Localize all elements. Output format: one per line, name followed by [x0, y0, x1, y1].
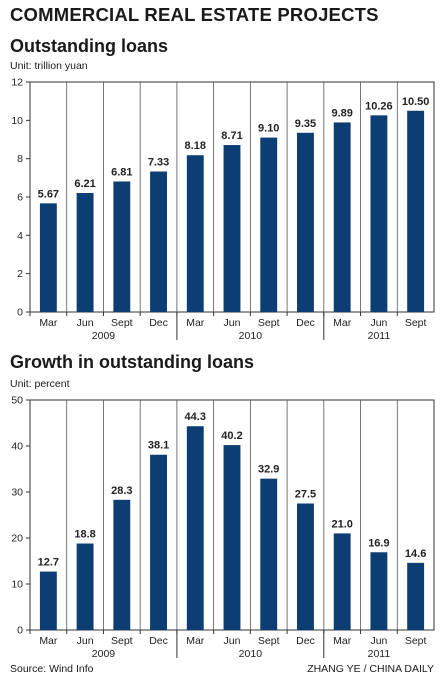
- bar: [76, 192, 94, 312]
- bar: [186, 426, 204, 630]
- y-tick-label: 0: [17, 307, 23, 319]
- x-tick-label: Sept: [111, 635, 133, 647]
- y-tick-label: 30: [11, 487, 23, 499]
- bar: [260, 478, 278, 630]
- source-note: Source: Wind Info: [10, 663, 94, 675]
- chart-1-unit: Unit: trillion yuan: [10, 60, 88, 72]
- x-tick-label: Jun: [370, 635, 387, 647]
- x-tick-label: Sept: [258, 317, 280, 329]
- data-label: 9.89: [331, 107, 352, 119]
- y-tick-label: 4: [17, 230, 23, 242]
- data-label: 6.21: [74, 178, 95, 190]
- page-title: COMMERCIAL REAL ESTATE PROJECTS: [10, 4, 379, 25]
- y-tick-label: 10: [11, 579, 23, 591]
- bar: [113, 499, 131, 630]
- y-tick-label: 12: [11, 77, 23, 89]
- y-tick-label: 2: [17, 268, 23, 280]
- x-tick-label: Jun: [77, 635, 94, 647]
- data-label: 18.8: [74, 529, 95, 541]
- data-label: 10.50: [402, 96, 430, 108]
- x-tick-label: Dec: [296, 317, 315, 329]
- chart-2-title: Growth in outstanding loans: [10, 352, 254, 372]
- x-tick-label: Sept: [405, 635, 427, 647]
- x-tick-label: Mar: [39, 635, 58, 647]
- bar: [370, 552, 388, 630]
- data-label: 8.71: [221, 130, 242, 142]
- data-label: 8.18: [185, 140, 206, 152]
- x-tick-label: Dec: [149, 635, 168, 647]
- bar: [186, 155, 204, 312]
- x-tick-label: Dec: [149, 317, 168, 329]
- bar: [113, 181, 131, 312]
- bar: [260, 137, 278, 312]
- x-tick-label: Sept: [111, 317, 133, 329]
- x-tick-label: Jun: [224, 317, 241, 329]
- data-label: 14.6: [405, 548, 426, 560]
- data-label: 27.5: [295, 489, 316, 501]
- bar: [297, 503, 314, 630]
- data-label: 21.0: [331, 518, 352, 530]
- data-label: 5.67: [38, 188, 59, 200]
- data-label: 28.3: [111, 485, 132, 497]
- bar: [223, 445, 241, 630]
- data-label: 40.2: [221, 430, 242, 442]
- bar: [370, 115, 388, 312]
- y-tick-label: 6: [17, 192, 23, 204]
- x-tick-label: Sept: [258, 635, 280, 647]
- x-tick-label: Mar: [333, 635, 352, 647]
- chart-2-unit: Unit: percent: [10, 378, 70, 390]
- bar: [297, 132, 314, 312]
- data-label: 9.35: [295, 118, 316, 130]
- loan-growth-chart: 0 10 20 30 40 50 12.7 Mar 18.8 Jun 28.3 Sept 38.1 Dec…: [11, 395, 435, 660]
- bar: [333, 533, 351, 630]
- x-tick-label: Mar: [39, 317, 58, 329]
- bar: [223, 145, 241, 312]
- data-label: 6.81: [111, 166, 132, 178]
- x-tick-label: Sept: [405, 317, 427, 329]
- x-tick-label: Dec: [296, 635, 315, 647]
- year-label: 2009: [92, 330, 116, 342]
- x-tick-label: Mar: [186, 317, 205, 329]
- bar: [407, 562, 425, 630]
- data-label: 32.9: [258, 464, 279, 476]
- y-tick-label: 10: [11, 115, 23, 127]
- y-tick-label: 0: [17, 625, 23, 637]
- year-label: 2009: [92, 648, 116, 660]
- x-tick-label: Jun: [370, 317, 387, 329]
- year-label: 2010: [239, 330, 263, 342]
- data-label: 12.7: [38, 557, 59, 569]
- outstanding-loans-chart: 0 2 4 6 8 10 12 5.67 Mar 6.21 Jun 6.81 Sept 7.33 Dec 8.…: [11, 77, 435, 342]
- year-label: 2011: [368, 330, 391, 342]
- data-label: 38.1: [148, 440, 169, 452]
- x-tick-label: Jun: [224, 635, 241, 647]
- bar: [407, 110, 425, 312]
- bar: [39, 203, 57, 312]
- y-tick-label: 40: [11, 441, 23, 453]
- year-label: 2011: [368, 648, 391, 660]
- bar: [39, 571, 57, 630]
- x-tick-label: Jun: [77, 317, 94, 329]
- y-tick-label: 20: [11, 533, 23, 545]
- data-label: 9.10: [258, 123, 279, 135]
- bar: [150, 171, 167, 312]
- x-tick-label: Mar: [186, 635, 205, 647]
- bar: [150, 454, 167, 630]
- credit-note: ZHANG YE / CHINA DAILY: [307, 663, 434, 675]
- x-tick-label: Mar: [333, 317, 352, 329]
- data-label: 10.26: [365, 100, 393, 112]
- bar: [76, 543, 94, 630]
- chart-1-title: Outstanding loans: [10, 36, 169, 56]
- y-tick-label: 50: [11, 395, 23, 407]
- y-tick-label: 8: [17, 153, 23, 165]
- data-label: 7.33: [148, 157, 169, 169]
- bar: [333, 122, 351, 312]
- year-label: 2010: [239, 648, 263, 660]
- data-label: 16.9: [368, 537, 389, 549]
- data-label: 44.3: [185, 411, 206, 423]
